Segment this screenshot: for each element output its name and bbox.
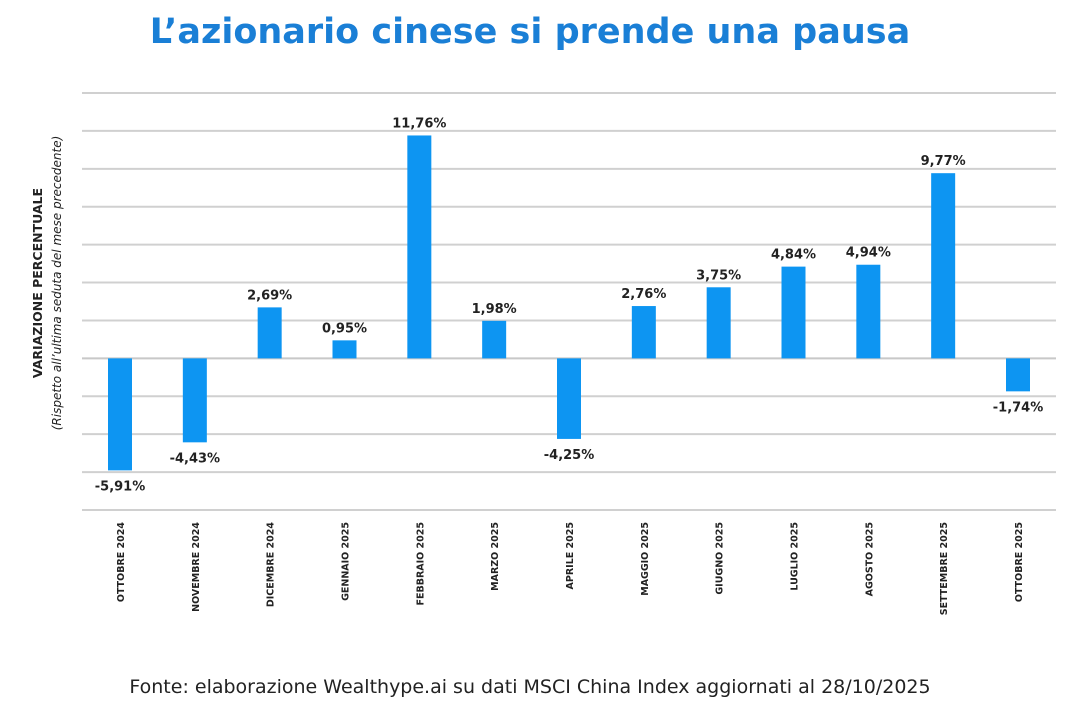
x-tick-label-8: GIUGNO 2025 <box>715 522 726 595</box>
data-label-12: -1,74% <box>993 400 1044 415</box>
data-label-10: 4,94% <box>846 246 891 261</box>
bars <box>108 135 1030 471</box>
bar-3 <box>332 340 357 359</box>
x-tick-label-2: DICEMBRE 2024 <box>266 522 277 608</box>
x-tick-label-0: OTTOBRE 2024 <box>116 522 127 603</box>
bar-5 <box>482 320 507 359</box>
x-tick-label-9: LUGLIO 2025 <box>790 522 801 591</box>
y-axis-title: VARIAZIONE PERCENTUALE (Rispetto all’ult… <box>30 136 64 431</box>
bar-9 <box>781 266 806 359</box>
y-axis-sublabel: (Rispetto all’ultima seduta del mese pre… <box>50 136 64 431</box>
data-label-0: -5,91% <box>95 479 146 494</box>
source-note: Fonte: elaborazione Wealthype.ai su dati… <box>129 676 931 698</box>
x-tick-label-12: OTTOBRE 2025 <box>1014 522 1025 602</box>
data-label-11: 9,77% <box>921 154 966 169</box>
data-labels: -5,91% -4,43% 2,69% 0,95% 11,76% 1,98% -4,25% 2… <box>95 116 1044 494</box>
bar-1 <box>182 358 207 443</box>
bar-6 <box>557 358 581 439</box>
x-tick-label-7: MAGGIO 2025 <box>640 522 651 596</box>
x-tick-label-1: NOVEMBRE 2024 <box>191 522 202 612</box>
data-label-5: 1,98% <box>472 302 517 317</box>
bar-7 <box>631 306 656 359</box>
x-tick-label-10: AGOSTO 2025 <box>864 522 875 596</box>
data-label-9: 4,84% <box>771 248 816 263</box>
bar-4 <box>407 135 432 359</box>
bar-10 <box>856 264 881 359</box>
data-label-7: 2,76% <box>621 287 666 302</box>
x-tick-label-11: SETTEMBRE 2025 <box>939 522 950 615</box>
y-axis-label: VARIAZIONE PERCENTUALE <box>30 188 45 378</box>
bar-8 <box>706 287 731 359</box>
x-tick-label-6: APRILE 2025 <box>565 522 576 589</box>
data-label-8: 3,75% <box>696 268 741 283</box>
x-tick-label-3: GENNAIO 2025 <box>341 522 352 601</box>
data-label-4: 11,76% <box>392 116 446 131</box>
bar-2 <box>257 307 282 359</box>
chart-title: L’azionario cinese si prende una pausa <box>149 12 911 52</box>
bar-11 <box>931 173 956 359</box>
x-tick-label-4: FEBBRAIO 2025 <box>415 522 426 606</box>
x-axis-labels: OTTOBRE 2024 NOVEMBRE 2024 DICEMBRE 2024 GE… <box>116 522 1025 616</box>
data-label-1: -4,43% <box>170 451 221 466</box>
x-tick-label-5: MARZO 2025 <box>490 522 501 591</box>
data-label-2: 2,69% <box>247 288 292 303</box>
bar-12 <box>1006 358 1030 392</box>
data-label-6: -4,25% <box>544 448 595 463</box>
bar-0 <box>108 358 132 471</box>
data-label-3: 0,95% <box>322 321 367 336</box>
